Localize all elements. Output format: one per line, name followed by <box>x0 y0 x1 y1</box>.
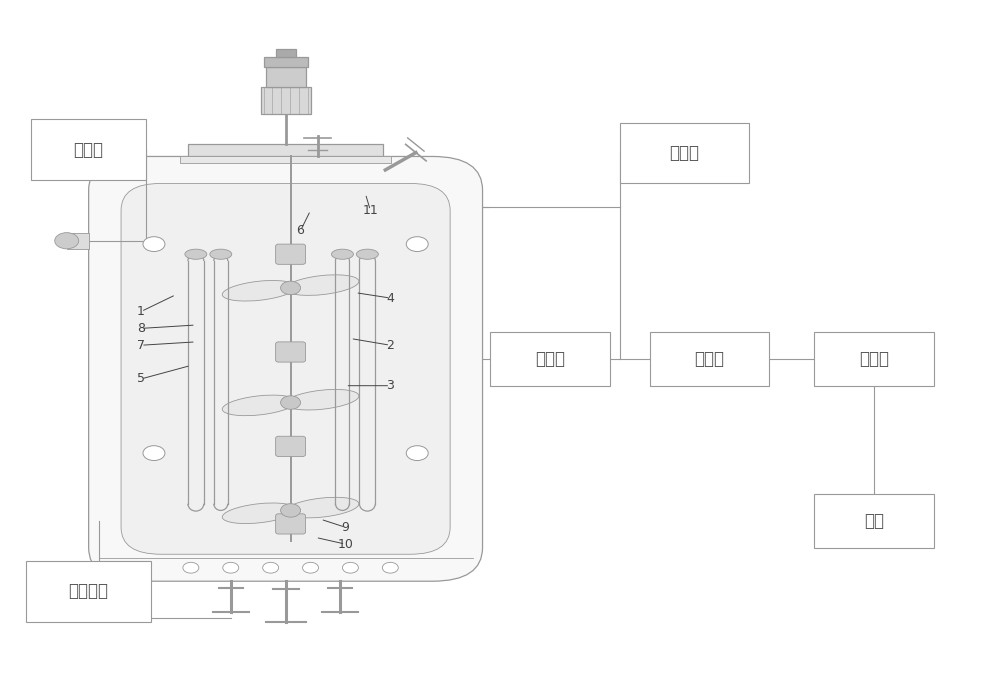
FancyBboxPatch shape <box>814 494 934 548</box>
Circle shape <box>281 396 301 410</box>
FancyBboxPatch shape <box>264 57 308 67</box>
Circle shape <box>263 563 279 573</box>
Circle shape <box>55 233 79 249</box>
FancyBboxPatch shape <box>67 233 89 249</box>
Ellipse shape <box>285 275 359 295</box>
FancyBboxPatch shape <box>31 119 146 180</box>
Bar <box>180 156 391 163</box>
FancyBboxPatch shape <box>650 332 769 386</box>
Ellipse shape <box>185 249 207 259</box>
FancyBboxPatch shape <box>276 244 306 264</box>
Circle shape <box>303 563 319 573</box>
FancyBboxPatch shape <box>276 436 306 456</box>
Bar <box>188 144 383 156</box>
FancyBboxPatch shape <box>121 183 450 554</box>
Circle shape <box>143 445 165 460</box>
Text: 2: 2 <box>386 338 394 352</box>
Text: 离心机: 离心机 <box>535 350 565 368</box>
Text: 1: 1 <box>137 305 145 318</box>
Circle shape <box>281 281 301 294</box>
Circle shape <box>406 237 428 252</box>
Circle shape <box>382 563 398 573</box>
Text: 4: 4 <box>386 292 394 305</box>
FancyBboxPatch shape <box>814 332 934 386</box>
FancyBboxPatch shape <box>620 123 749 183</box>
Ellipse shape <box>222 280 296 301</box>
Circle shape <box>143 237 165 252</box>
Text: 6: 6 <box>297 224 304 237</box>
Circle shape <box>281 504 301 517</box>
Ellipse shape <box>331 249 353 259</box>
FancyBboxPatch shape <box>266 67 306 87</box>
Ellipse shape <box>285 498 359 518</box>
Circle shape <box>223 563 239 573</box>
Text: 干燥机: 干燥机 <box>859 350 889 368</box>
Text: 10: 10 <box>337 538 353 550</box>
FancyBboxPatch shape <box>89 156 483 582</box>
Text: 3: 3 <box>386 379 394 392</box>
Circle shape <box>183 563 199 573</box>
Text: 11: 11 <box>362 204 378 217</box>
Circle shape <box>342 563 358 573</box>
FancyBboxPatch shape <box>276 49 296 57</box>
Text: 负压泵: 负压泵 <box>74 141 104 158</box>
FancyBboxPatch shape <box>261 87 311 114</box>
FancyBboxPatch shape <box>26 561 151 621</box>
Ellipse shape <box>222 503 296 523</box>
Text: 包装: 包装 <box>864 512 884 529</box>
Ellipse shape <box>285 389 359 410</box>
Ellipse shape <box>356 249 378 259</box>
Circle shape <box>406 445 428 460</box>
FancyBboxPatch shape <box>276 514 306 534</box>
Text: 反应罐: 反应罐 <box>669 144 699 162</box>
Text: 8: 8 <box>137 322 145 335</box>
Ellipse shape <box>222 395 296 416</box>
Text: 5: 5 <box>137 372 145 385</box>
FancyBboxPatch shape <box>276 342 306 362</box>
Text: 9: 9 <box>341 521 349 533</box>
Text: 清洗槽: 清洗槽 <box>694 350 724 368</box>
FancyBboxPatch shape <box>490 332 610 386</box>
Text: 热源锅炉: 热源锅炉 <box>69 582 109 600</box>
Text: 7: 7 <box>137 338 145 352</box>
Ellipse shape <box>210 249 232 259</box>
